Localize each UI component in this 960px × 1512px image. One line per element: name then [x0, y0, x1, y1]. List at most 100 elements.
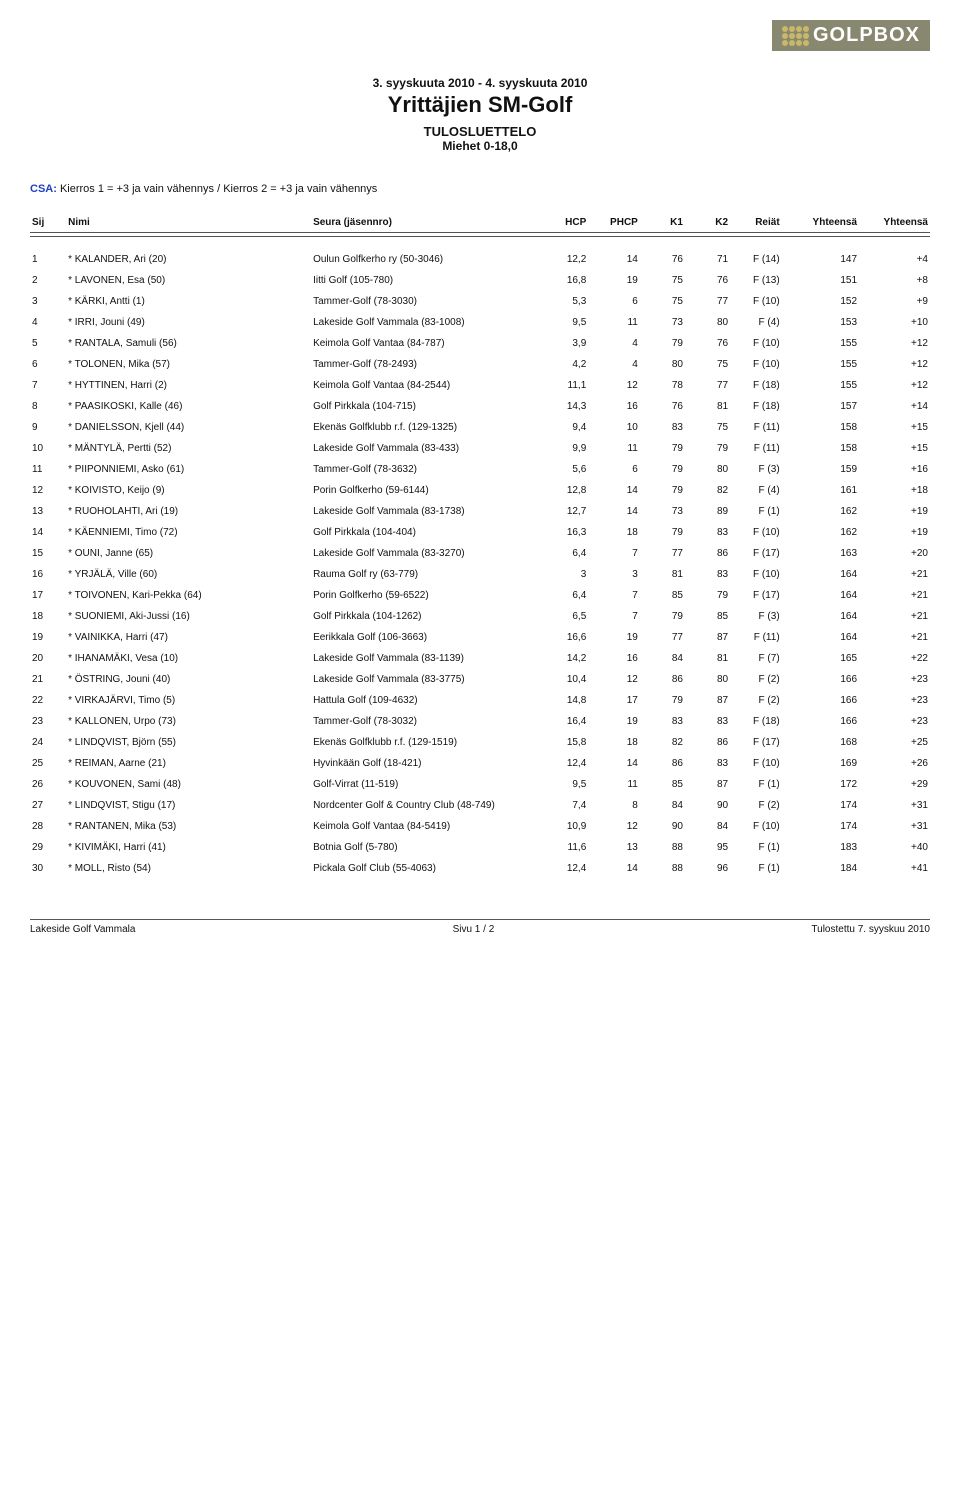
cell-reiat: F (10): [730, 354, 782, 375]
cell-name: * PAASIKOSKI, Kalle (46): [66, 396, 311, 417]
cell-club: Golf-Virrat (11-519): [311, 774, 530, 795]
cell-hcp: 5,6: [530, 459, 588, 480]
title-block: 3. syyskuuta 2010 - 4. syyskuuta 2010 Yr…: [30, 76, 930, 153]
cell-name: * KALLONEN, Urpo (73): [66, 711, 311, 732]
table-row: 6* TOLONEN, Mika (57)Tammer-Golf (78-249…: [30, 354, 930, 375]
cell-yt: 155: [782, 375, 859, 396]
cell-hcp: 16,8: [530, 270, 588, 291]
cell-diff: +26: [859, 753, 930, 774]
cell-reiat: F (4): [730, 312, 782, 333]
cell-diff: +40: [859, 837, 930, 858]
table-row: 1* KALANDER, Ari (20)Oulun Golfkerho ry …: [30, 249, 930, 270]
cell-phcp: 7: [588, 606, 640, 627]
cell-hcp: 9,5: [530, 312, 588, 333]
cell-hcp: 10,9: [530, 816, 588, 837]
cell-sij: 8: [30, 396, 66, 417]
cell-diff: +31: [859, 816, 930, 837]
cell-k1: 86: [640, 753, 685, 774]
main-title: Yrittäjien SM-Golf: [30, 92, 930, 118]
cell-k1: 75: [640, 291, 685, 312]
cell-k2: 76: [685, 333, 730, 354]
cell-k1: 88: [640, 837, 685, 858]
cell-reiat: F (10): [730, 333, 782, 354]
cell-k2: 71: [685, 249, 730, 270]
cell-sij: 5: [30, 333, 66, 354]
cell-sij: 30: [30, 858, 66, 879]
cell-hcp: 14,2: [530, 648, 588, 669]
subtitle-category: Miehet 0-18,0: [30, 139, 930, 153]
col-reiat: Reiät: [730, 213, 782, 233]
cell-k2: 95: [685, 837, 730, 858]
header-bar: GOLPBOX: [30, 20, 930, 51]
table-row: 23* KALLONEN, Urpo (73)Tammer-Golf (78-3…: [30, 711, 930, 732]
cell-phcp: 12: [588, 816, 640, 837]
cell-hcp: 9,9: [530, 438, 588, 459]
cell-phcp: 19: [588, 711, 640, 732]
cell-phcp: 14: [588, 480, 640, 501]
cell-sij: 22: [30, 690, 66, 711]
cell-hcp: 6,5: [530, 606, 588, 627]
cell-club: Tammer-Golf (78-3030): [311, 291, 530, 312]
cell-hcp: 3: [530, 564, 588, 585]
cell-diff: +21: [859, 606, 930, 627]
table-row: 14* KÄENNIEMI, Timo (72)Golf Pirkkala (1…: [30, 522, 930, 543]
cell-hcp: 12,4: [530, 858, 588, 879]
cell-k1: 80: [640, 354, 685, 375]
cell-k1: 78: [640, 375, 685, 396]
cell-yt: 155: [782, 354, 859, 375]
csa-label: CSA:: [30, 183, 57, 195]
cell-club: Keimola Golf Vantaa (84-787): [311, 333, 530, 354]
table-row: 26* KOUVONEN, Sami (48)Golf-Virrat (11-5…: [30, 774, 930, 795]
cell-yt: 164: [782, 585, 859, 606]
cell-sij: 20: [30, 648, 66, 669]
cell-hcp: 12,2: [530, 249, 588, 270]
cell-club: Keimola Golf Vantaa (84-2544): [311, 375, 530, 396]
cell-sij: 3: [30, 291, 66, 312]
cell-k1: 73: [640, 501, 685, 522]
cell-k1: 79: [640, 690, 685, 711]
cell-reiat: F (3): [730, 606, 782, 627]
cell-name: * VIRKAJÄRVI, Timo (5): [66, 690, 311, 711]
cell-phcp: 13: [588, 837, 640, 858]
cell-diff: +16: [859, 459, 930, 480]
cell-k1: 77: [640, 543, 685, 564]
cell-diff: +21: [859, 564, 930, 585]
cell-yt: 164: [782, 627, 859, 648]
cell-k1: 79: [640, 438, 685, 459]
cell-yt: 172: [782, 774, 859, 795]
cell-reiat: F (11): [730, 438, 782, 459]
cell-reiat: F (10): [730, 291, 782, 312]
cell-reiat: F (1): [730, 858, 782, 879]
cell-hcp: 11,6: [530, 837, 588, 858]
cell-k1: 83: [640, 711, 685, 732]
cell-reiat: F (3): [730, 459, 782, 480]
col-yhteensa2: Yhteensä: [859, 213, 930, 233]
cell-phcp: 10: [588, 417, 640, 438]
cell-hcp: 16,3: [530, 522, 588, 543]
cell-k2: 79: [685, 585, 730, 606]
cell-k2: 79: [685, 438, 730, 459]
cell-hcp: 9,4: [530, 417, 588, 438]
cell-sij: 12: [30, 480, 66, 501]
cell-phcp: 16: [588, 648, 640, 669]
cell-sij: 10: [30, 438, 66, 459]
table-row: 9* DANIELSSON, Kjell (44)Ekenäs Golfklub…: [30, 417, 930, 438]
cell-reiat: F (2): [730, 795, 782, 816]
cell-hcp: 5,3: [530, 291, 588, 312]
cell-hcp: 10,4: [530, 669, 588, 690]
cell-k1: 83: [640, 417, 685, 438]
cell-diff: +15: [859, 438, 930, 459]
footer-left: Lakeside Golf Vammala: [30, 924, 135, 935]
table-row: 3* KÄRKI, Antti (1)Tammer-Golf (78-3030)…: [30, 291, 930, 312]
cell-name: * TOIVONEN, Kari-Pekka (64): [66, 585, 311, 606]
cell-club: Porin Golfkerho (59-6144): [311, 480, 530, 501]
cell-club: Porin Golfkerho (59-6522): [311, 585, 530, 606]
cell-k1: 85: [640, 585, 685, 606]
cell-diff: +22: [859, 648, 930, 669]
cell-club: Lakeside Golf Vammala (83-1139): [311, 648, 530, 669]
cell-phcp: 11: [588, 312, 640, 333]
table-row: 22* VIRKAJÄRVI, Timo (5)Hattula Golf (10…: [30, 690, 930, 711]
cell-yt: 163: [782, 543, 859, 564]
table-row: 13* RUOHOLAHTI, Ari (19)Lakeside Golf Va…: [30, 501, 930, 522]
csa-text: Kierros 1 = +3 ja vain vähennys / Kierro…: [57, 183, 377, 195]
